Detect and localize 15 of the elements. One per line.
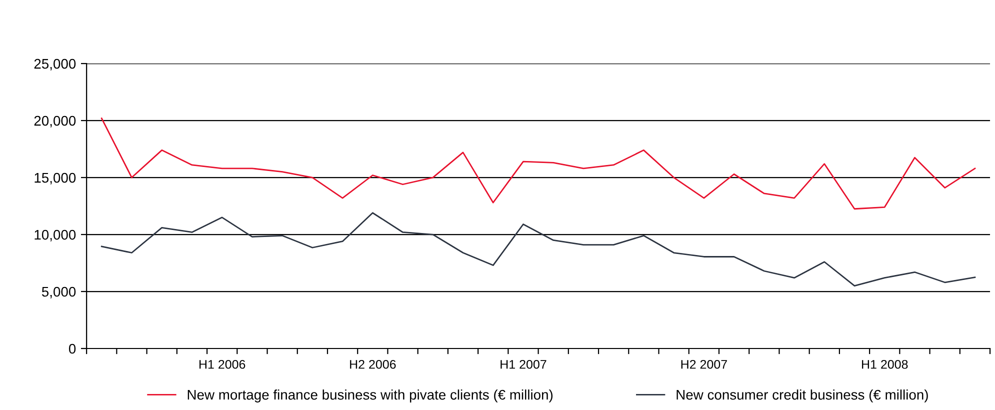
- legend-label: New mortage finance business with pivate clients (€ million): [188, 389, 553, 402]
- y-tick-label: 25,000: [34, 58, 76, 70]
- x-tick-label: H1 2007: [500, 360, 546, 369]
- x-tick-label: H1 2006: [199, 360, 246, 369]
- y-tick-label: 20,000: [34, 116, 76, 128]
- x-tick-label: H2 2007: [681, 360, 727, 369]
- line-series: [100, 212, 976, 287]
- x-tick-label: H1 2008: [862, 360, 908, 369]
- y-tick-label: 10,000: [34, 230, 76, 242]
- x-tick-label: H2 2006: [350, 360, 396, 369]
- y-tick-label: 15,000: [34, 172, 76, 184]
- legend-label: New consumer credit business (€ million): [676, 389, 928, 402]
- y-tick-label: 0: [68, 344, 76, 354]
- y-tick-label: 5,000: [42, 286, 76, 298]
- line-series: [100, 118, 976, 210]
